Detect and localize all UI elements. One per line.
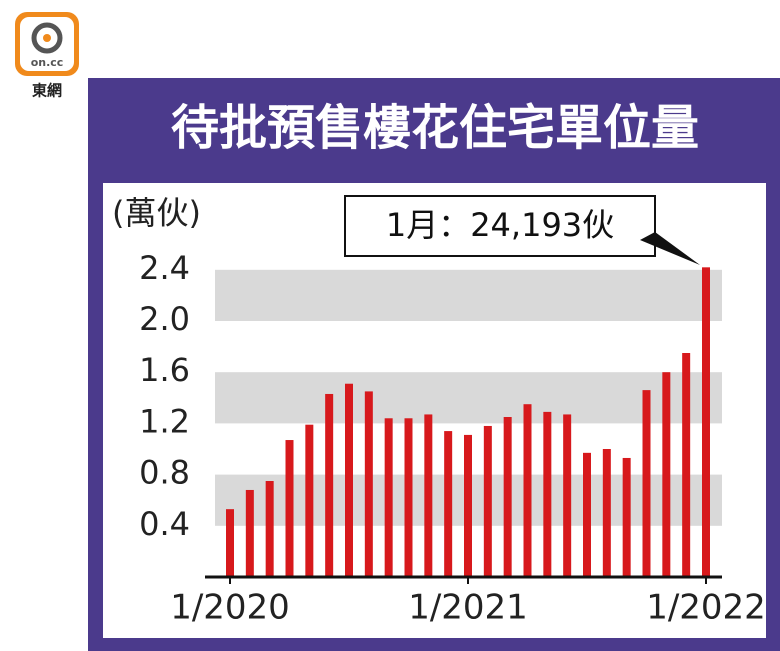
bar [543,411,552,577]
bar [345,383,353,577]
bar [464,434,472,577]
bar [622,457,631,577]
bar [682,353,691,577]
bar [662,372,671,577]
callout-pointer [640,232,700,265]
bar [285,440,294,577]
grid-band [215,269,722,321]
x-tick-label: 1/2022 [646,588,766,628]
bar [384,418,393,577]
bar [523,404,532,577]
bar [583,452,591,577]
bar [563,414,572,577]
callout-text: 1月：24,193伙 [386,206,614,244]
logo-mark: on.cc [31,56,64,69]
x-tick-label: 1/2020 [170,588,290,628]
y-tick-label: 1.2 [139,402,190,440]
bar [424,414,433,577]
logo-ring [31,22,63,54]
x-tick-label: 1/2021 [408,588,528,628]
bar [226,509,234,577]
bar [245,489,254,577]
bar [364,391,373,577]
y-tick-label: 0.8 [139,454,190,492]
bar [642,390,651,577]
bar [483,425,492,577]
logo-dot [43,34,51,42]
bar [305,424,314,577]
y-tick-label: 1.6 [139,351,190,389]
bar [265,481,274,577]
bar [404,418,413,577]
grid-band [215,372,722,424]
y-tick-label: 2.4 [139,249,190,287]
y-tick-label: 2.0 [139,300,190,338]
bar [702,267,710,577]
bar [503,417,512,577]
y-tick-label: 0.4 [139,505,190,543]
unit-label: (萬伙) [112,194,201,232]
callout-box [344,195,656,257]
bar [444,431,453,577]
bar [602,449,611,577]
plot-area: 0.4 0.8 1.2 1.6 2.0 2.4 1/2020 1/2021 1/2022 [139,249,766,628]
chart-title: 待批預售樓花住宅單位量 [171,100,699,156]
bar [325,393,334,577]
logo-name: 東網 [32,82,62,100]
